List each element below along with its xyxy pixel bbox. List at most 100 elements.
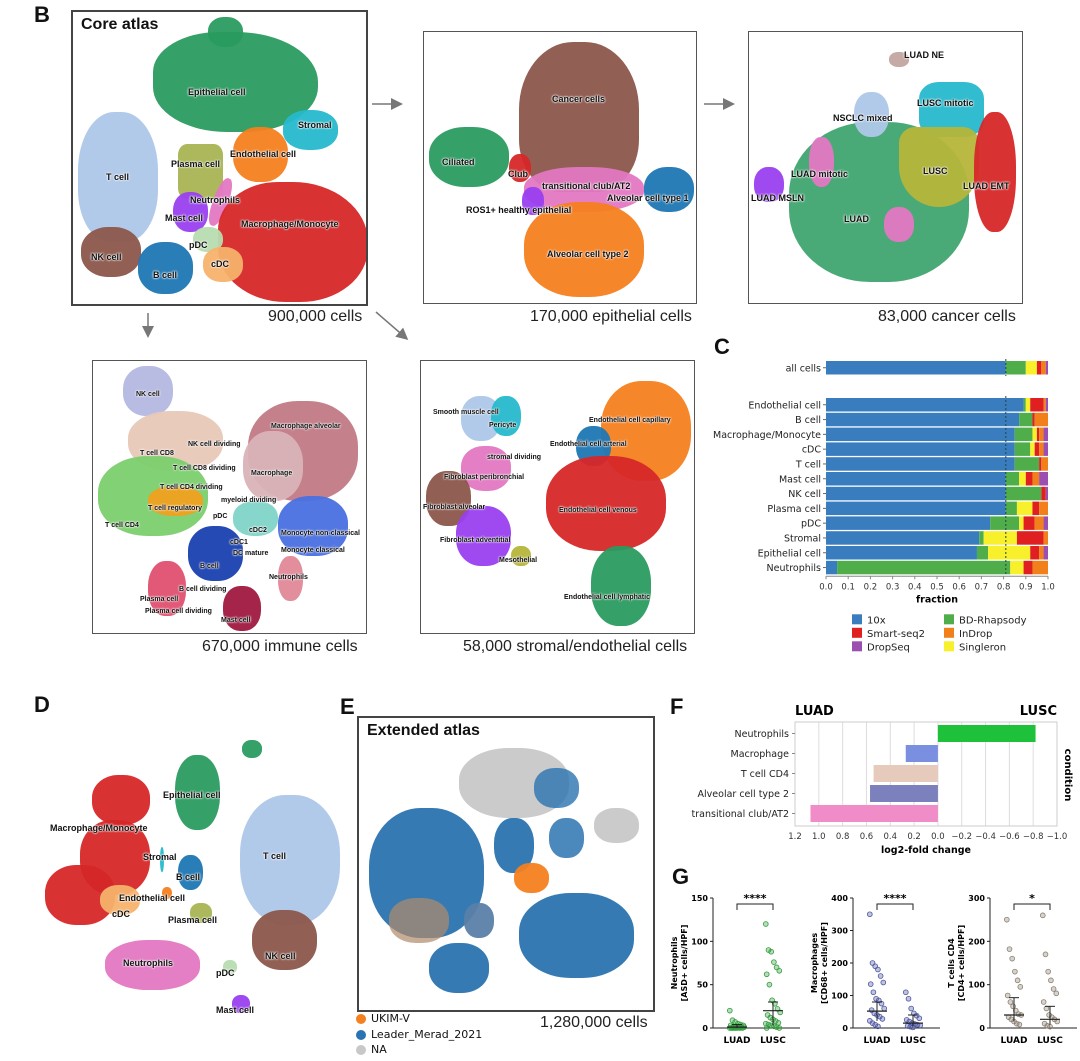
bar-segment-epithelial-cell-singleron bbox=[988, 546, 1031, 560]
extended-atlas-caption: 1,280,000 cells bbox=[540, 1014, 648, 1031]
x-tick-label: 0.8 bbox=[836, 832, 850, 842]
y-tick-label: 150 bbox=[691, 894, 708, 903]
legend-swatch-10x bbox=[852, 614, 862, 625]
x-tick-label-lusc: LUSC bbox=[760, 1036, 786, 1046]
label-lusc-mitotic: LUSC mitotic bbox=[917, 98, 974, 108]
cluster-ciliated bbox=[429, 127, 509, 187]
bar-segment-t-cell-10x bbox=[826, 457, 1015, 471]
data-point-luad bbox=[1004, 916, 1010, 923]
legend-leader-label: Leader_Merad_2021 bbox=[371, 1028, 483, 1041]
data-point-lusc bbox=[776, 1025, 783, 1031]
bar-segment-b-cell-10x bbox=[826, 412, 1020, 427]
cluster-t-cell bbox=[78, 112, 158, 242]
bar-segment-epithelial-cell-smart-seq2 bbox=[1030, 546, 1040, 560]
label-d-10: pDC bbox=[216, 968, 235, 978]
label-imm-11: cDC2 bbox=[249, 527, 267, 534]
label-str-1: Pericyte bbox=[489, 422, 517, 429]
label-d-9: Neutrophils bbox=[123, 958, 174, 968]
cluster-b-cell bbox=[138, 242, 193, 294]
x-axis-label: log2-fold change bbox=[881, 845, 971, 856]
y-tick-label-t-cell: T cell bbox=[795, 459, 821, 470]
legend-label-dropseq: DropSeq bbox=[867, 642, 910, 653]
label-str-0: Smooth muscle cell bbox=[433, 409, 499, 416]
panel-letter-b: B bbox=[34, 2, 50, 27]
data-point-luad bbox=[873, 995, 879, 1002]
data-point-luad bbox=[1009, 955, 1015, 962]
bar-segment-pdc-10x bbox=[826, 516, 991, 530]
data-point-luad bbox=[867, 911, 873, 918]
bar-t-cell-cd4 bbox=[873, 765, 938, 782]
bar-segment-macrophage-monocyte-10x bbox=[826, 427, 1015, 442]
data-point-lusc bbox=[1050, 986, 1057, 992]
label-imm-4: T cell CD8 dividing bbox=[173, 465, 236, 472]
label-ros1: ROS1+ healthy epithelial bbox=[466, 205, 572, 215]
cluster-d-mac-top bbox=[92, 775, 150, 825]
label-luad-emt: LUAD EMT bbox=[963, 181, 1010, 191]
cluster-d-b-cell bbox=[178, 855, 203, 890]
label-d-1: Macrophage/Monocyte bbox=[50, 823, 148, 833]
bar-segment-all-cells-bd-rhapsody bbox=[1005, 361, 1026, 375]
legend-ukim-dot bbox=[356, 1013, 366, 1024]
data-point-luad bbox=[879, 1016, 886, 1022]
label-cancer-cells: Cancer cells bbox=[552, 94, 606, 104]
y-tick-label-plasma-cell: Plasma cell bbox=[767, 504, 821, 515]
bar-segment-plasma-cell-10x bbox=[826, 501, 1006, 516]
bar-segment-pdc-singleron bbox=[1019, 516, 1024, 530]
immune-caption: 670,000 immune cells bbox=[202, 638, 358, 655]
bar-segment-neutrophils-smart-seq2 bbox=[1023, 560, 1033, 575]
label-imm-9: pDC bbox=[213, 513, 228, 520]
x-tick-label: 0.4 bbox=[908, 582, 922, 592]
chart-f-log2fc-bar: Neutrophils Macrophage T cell CD4 Alveolar … bbox=[692, 704, 1073, 856]
data-point-luad bbox=[1014, 977, 1021, 984]
chart-c-stacked-bar: all cells Endothelial cell B cell Macrophag… bbox=[713, 359, 1055, 653]
x-tick-label: 0.3 bbox=[886, 582, 900, 592]
bar-segment-pdc-indrop bbox=[1034, 516, 1044, 530]
label-mast: Mast cell bbox=[165, 213, 204, 223]
bar-segment-neutrophils-singleron bbox=[1010, 560, 1024, 575]
label-lusc: LUSC bbox=[923, 166, 948, 176]
cluster-imm-nk bbox=[123, 366, 173, 416]
epithelial-umap: Cancer cells Ciliated Club transitional … bbox=[423, 31, 697, 304]
bar-segment-endothelial-cell-bd-rhapsody bbox=[1023, 398, 1026, 412]
bar-segment-plasma-cell-singleron bbox=[1016, 501, 1033, 516]
label-pdc: pDC bbox=[189, 240, 208, 250]
label-cdc: cDC bbox=[211, 259, 230, 269]
label-at1: Alveolar cell type 1 bbox=[607, 193, 689, 203]
data-point-lusc bbox=[1047, 1023, 1053, 1030]
y-tick-label: 200 bbox=[831, 959, 848, 968]
bar-segment-stromal-smart-seq2 bbox=[1016, 531, 1044, 545]
data-point-luad bbox=[881, 1005, 887, 1012]
x-tick-label-lusc: LUSC bbox=[1037, 1036, 1063, 1046]
label-d-4: B cell bbox=[176, 872, 201, 882]
cluster-luad-emt bbox=[974, 112, 1016, 232]
cluster-plasma bbox=[178, 144, 223, 199]
y-tick-label-b-cell: B cell bbox=[795, 415, 821, 426]
stromal-caption: 58,000 stromal/endothelial cells bbox=[463, 638, 688, 655]
data-point-luad bbox=[727, 1007, 733, 1014]
bar-segment-mast-cell-dropseq bbox=[1039, 472, 1048, 486]
label-imm-21: Mast cell bbox=[221, 617, 251, 624]
bar-segment-cdc-10x bbox=[826, 442, 1015, 456]
data-point-luad bbox=[1006, 946, 1013, 952]
extended-atlas-title: Extended atlas bbox=[367, 722, 480, 739]
y-tick-label-all-cells: all cells bbox=[786, 363, 821, 374]
ext-cluster-left-mix bbox=[389, 898, 449, 943]
label-stromal: Stromal bbox=[298, 120, 332, 130]
data-point-luad bbox=[875, 1023, 881, 1030]
cluster-imm-plasma bbox=[148, 561, 186, 616]
chart-g-tcells-cd4: 0 100 200 300 T cells CD4 [CD4+ cells/HPF] LUA… bbox=[947, 892, 1077, 1046]
bar-segment-pdc-smart-seq2 bbox=[1023, 516, 1035, 530]
bar-segment-macrophage-monocyte-singleron bbox=[1032, 427, 1037, 442]
y-tick-label-cdc: cDC bbox=[802, 445, 822, 456]
label-imm-0: NK cell bbox=[136, 391, 160, 398]
label-macrophage: Macrophage/Monocyte bbox=[241, 219, 339, 229]
cluster-d-epithelial bbox=[175, 755, 220, 830]
y-tick-label: 200 bbox=[968, 937, 985, 946]
legend-leader: Leader_Merad_2021 bbox=[356, 1028, 482, 1041]
data-point-luad bbox=[870, 989, 877, 996]
legend-label-smart-seq2: Smart-seq2 bbox=[867, 629, 925, 640]
label-b-cell: B cell bbox=[153, 270, 178, 280]
bar-segment-nk-cell-dropseq bbox=[1045, 486, 1048, 501]
data-point-luad bbox=[1007, 999, 1014, 1005]
bar-macrophage bbox=[905, 745, 938, 762]
